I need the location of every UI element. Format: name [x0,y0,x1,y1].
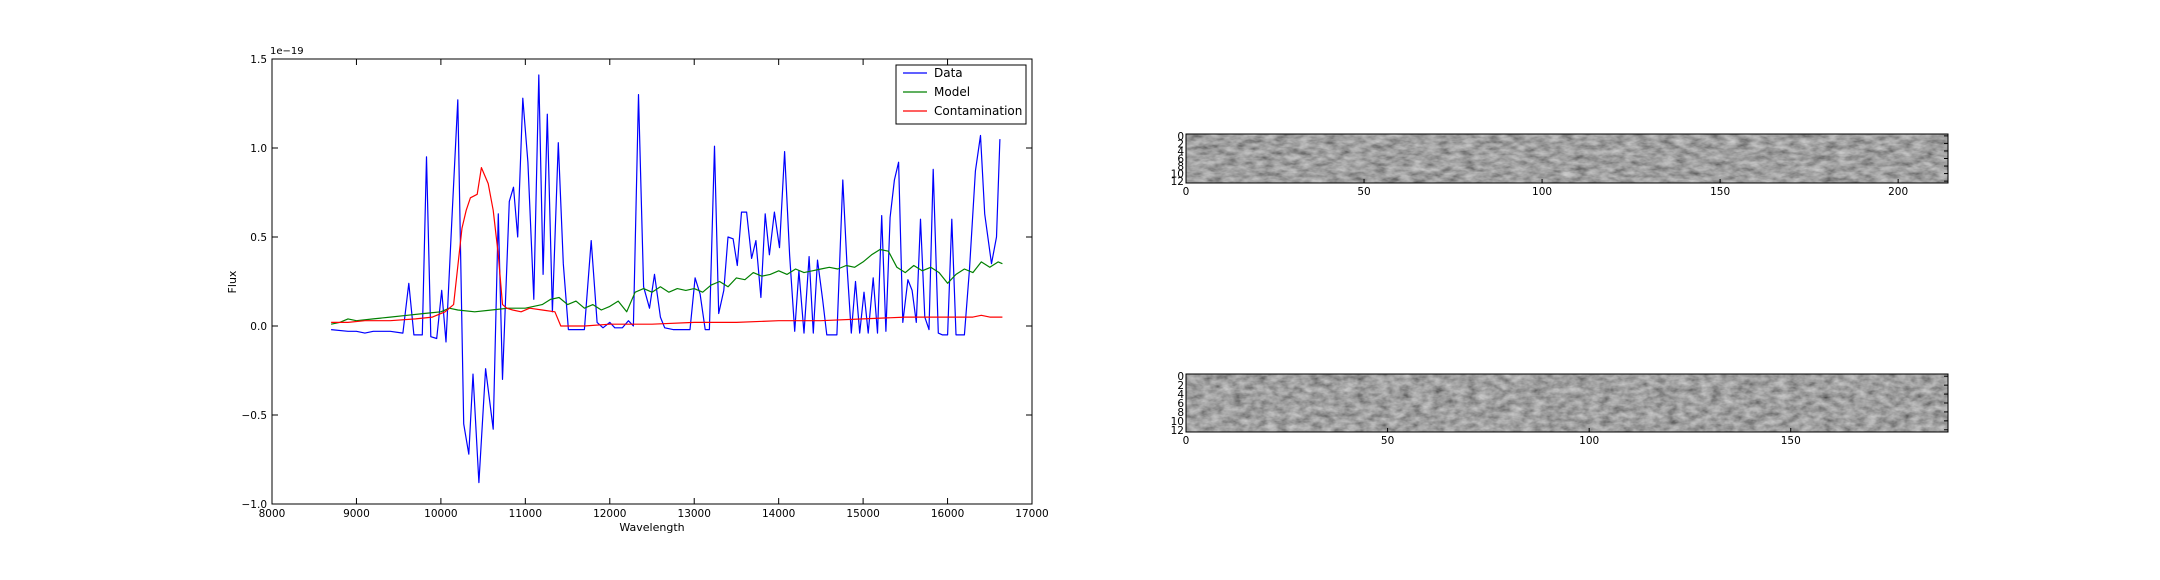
x-tick-label: 150 [1781,435,1801,447]
legend-box [895,64,1027,125]
legend-entry-data: Data [903,66,963,80]
x-tick-label: 0 [1183,435,1190,447]
legend-label-model: Model [934,85,970,99]
x-tick-label: 9000 [343,508,370,520]
series-layer [330,74,1003,484]
y-tick-label: 4 [1177,389,1184,401]
spectrum-line-chart: 8000 9000 10000 11000 12000 13000 14000 15000 16… [226,46,1049,534]
x-tick-label: 10000 [424,508,457,520]
y-tick-label: −0.5 [242,410,268,422]
image-bottom-x-axis: 0 50 100 150 [1183,428,1801,447]
y-tick-label: 6 [1177,154,1184,166]
x-tick-label: 17000 [1015,508,1048,520]
x-tick-label: 16000 [931,508,964,520]
series-line-data [331,74,1001,484]
y-tick-label: 0.5 [250,232,267,244]
plot-area [272,59,1032,504]
y-tick-label: 10 [1171,416,1184,428]
y-tick-label: 0 [1177,131,1184,143]
y-tick-label: 8 [1177,161,1184,173]
x-tick-label: 14000 [762,508,795,520]
y-tick-label: −1.0 [242,499,268,511]
x-tick-label: 50 [1357,186,1370,198]
legend-entry-model: Model [903,85,970,99]
x-tick-label: 50 [1381,435,1394,447]
y-tick-label: 4 [1177,146,1184,158]
x-tick-label: 100 [1579,435,1599,447]
legend-label-contamination: Contamination [934,104,1022,118]
y-tick-label: 8 [1177,407,1184,419]
x-tick-label: 200 [1888,186,1908,198]
x-tick-label: 0 [1183,186,1190,198]
image-top-x-axis: 0 50 100 150 200 [1183,179,1908,198]
x-tick-label: 15000 [846,508,879,520]
y-tick-label: 12 [1171,425,1184,437]
y-tick-label: 0.0 [250,321,267,333]
plot-frame [271,58,1033,505]
legend-entry-contamination: Contamination [903,104,1022,118]
y-tick-label: 1.0 [250,143,267,155]
series-line-contamination [331,167,1003,327]
image-pixels-top [1186,134,1948,183]
y-tick-label: 2 [1177,380,1184,392]
y-axis: −1.0 −0.5 0.0 0.5 1.0 1.5 [242,54,1032,511]
y-axis-label: Flux [226,270,239,293]
x-tick-label: 12000 [593,508,626,520]
x-tick-label: 150 [1710,186,1730,198]
series-line-model [330,248,1003,325]
y-tick-label: 0 [1177,371,1184,383]
x-axis: 8000 9000 10000 11000 12000 13000 14000 15000 16… [259,59,1049,520]
x-axis-label: Wavelength [619,521,684,534]
y-tick-label: 12 [1171,176,1184,188]
legend-label-data: Data [934,66,963,80]
x-tick-label: 8000 [259,508,286,520]
y-tick-label: 2 [1177,138,1184,150]
legend: Data Model Contamination [895,64,1027,125]
x-tick-label: 13000 [678,508,711,520]
image-pixels-bottom [1186,374,1948,432]
x-tick-label: 100 [1532,186,1552,198]
y-tick-label: 1.5 [250,54,267,66]
y-offset-label: 1e−19 [270,46,304,57]
y-tick-label: 10 [1171,169,1184,181]
x-tick-label: 11000 [509,508,542,520]
y-tick-label: 6 [1177,398,1184,410]
